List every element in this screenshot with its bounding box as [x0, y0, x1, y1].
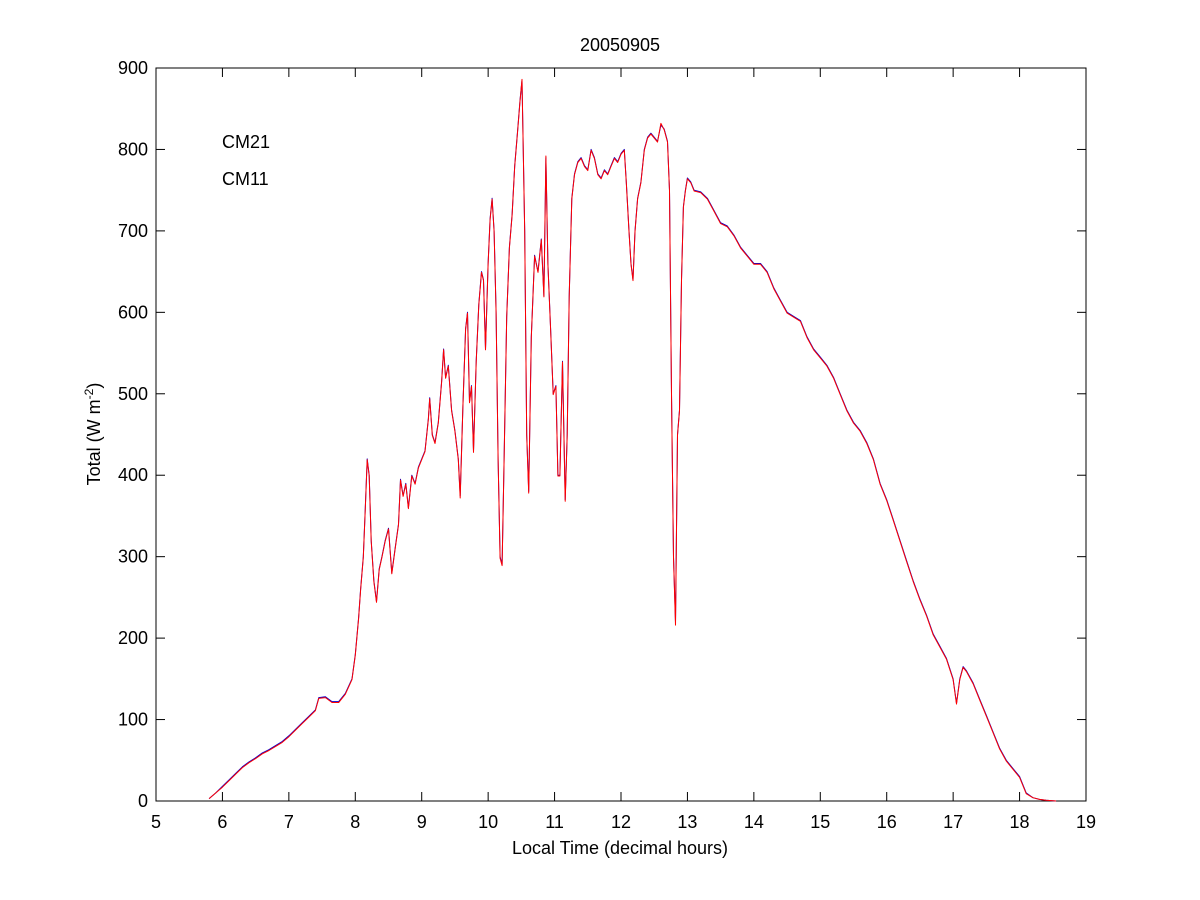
y-tick-label: 100 — [118, 710, 148, 730]
x-tick-label: 16 — [877, 812, 897, 832]
y-axis: 0 100 200 300 400 500 600 700 800 900 — [118, 58, 1086, 811]
y-tick-label: 600 — [118, 302, 148, 322]
legend-entry-cm21: CM21 — [222, 132, 270, 152]
chart-title: 20050905 — [580, 35, 660, 55]
x-tick-label: 12 — [611, 812, 631, 832]
y-tick-label: 900 — [118, 58, 148, 78]
series-lines — [208, 78, 1057, 802]
x-tick-label: 9 — [417, 812, 427, 832]
y-tick-label: 200 — [118, 628, 148, 648]
series-line-cm11 — [208, 78, 1057, 802]
x-tick-label: 14 — [744, 812, 764, 832]
y-axis-label-superscript: -2 — [82, 388, 96, 399]
y-axis-label-prefix: Total (W m — [84, 399, 104, 485]
legend: CM21 CM11 — [222, 132, 270, 189]
x-tick-label: 5 — [151, 812, 161, 832]
x-tick-label: 10 — [478, 812, 498, 832]
y-tick-label: 0 — [138, 791, 148, 811]
x-tick-label: 18 — [1010, 812, 1030, 832]
x-tick-label: 11 — [545, 812, 564, 832]
x-tick-label: 6 — [217, 812, 227, 832]
y-tick-label: 400 — [118, 465, 148, 485]
x-axis-label: Local Time (decimal hours) — [512, 838, 728, 858]
x-tick-label: 17 — [943, 812, 963, 832]
x-axis: 5 6 7 8 9 10 11 12 13 14 15 16 17 18 19 — [151, 68, 1096, 832]
y-axis-label-suffix: ) — [84, 383, 104, 389]
legend-entry-cm11: CM11 — [222, 169, 269, 189]
x-tick-label: 19 — [1076, 812, 1096, 832]
y-tick-label: 700 — [118, 221, 148, 241]
x-tick-label: 8 — [350, 812, 360, 832]
x-tick-label: 13 — [677, 812, 697, 832]
y-axis-label: Total (W m-2) — [82, 383, 104, 486]
x-tick-label: 7 — [284, 812, 294, 832]
y-tick-label: 800 — [118, 139, 148, 159]
x-tick-label: 15 — [810, 812, 830, 832]
y-tick-label: 500 — [118, 384, 148, 404]
y-tick-label: 300 — [118, 547, 148, 567]
